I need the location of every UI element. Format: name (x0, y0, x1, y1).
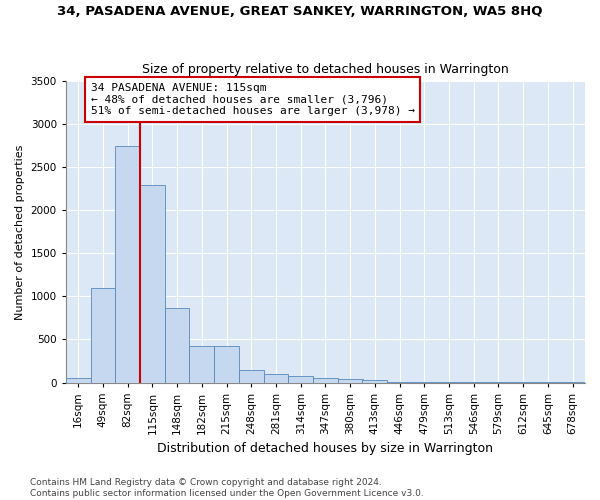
Text: Contains HM Land Registry data © Crown copyright and database right 2024.
Contai: Contains HM Land Registry data © Crown c… (30, 478, 424, 498)
Text: 34, PASADENA AVENUE, GREAT SANKEY, WARRINGTON, WA5 8HQ: 34, PASADENA AVENUE, GREAT SANKEY, WARRI… (57, 5, 543, 18)
Bar (140, 184, 165, 382)
Bar (165, 308, 190, 382)
Bar (239, 370, 263, 382)
Bar (66, 378, 91, 382)
Bar (338, 379, 362, 382)
Bar (362, 380, 387, 382)
X-axis label: Distribution of detached houses by size in Warrington: Distribution of detached houses by size … (157, 442, 493, 455)
Bar (91, 288, 115, 382)
Bar (263, 374, 289, 382)
Bar (190, 346, 214, 382)
Bar (214, 346, 239, 382)
Y-axis label: Number of detached properties: Number of detached properties (15, 144, 25, 320)
Bar (313, 378, 338, 382)
Title: Size of property relative to detached houses in Warrington: Size of property relative to detached ho… (142, 63, 509, 76)
Text: 34 PASADENA AVENUE: 115sqm
← 48% of detached houses are smaller (3,796)
51% of s: 34 PASADENA AVENUE: 115sqm ← 48% of deta… (91, 83, 415, 116)
Bar (115, 146, 140, 382)
Bar (289, 376, 313, 382)
